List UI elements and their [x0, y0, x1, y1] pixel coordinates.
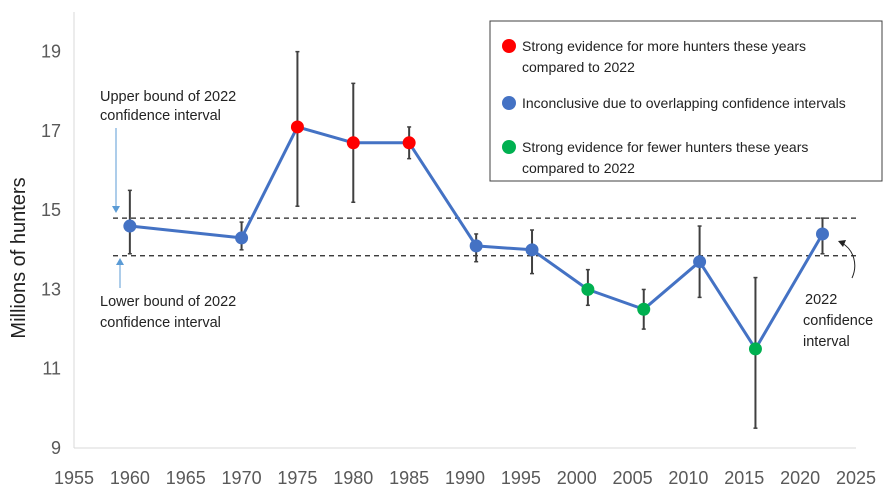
- legend-marker-more: [502, 39, 516, 53]
- legend-label-more-line-2: compared to 2022: [522, 59, 635, 75]
- y-tick-label: 11: [42, 359, 61, 379]
- legend-marker-fewer: [502, 140, 516, 154]
- x-tick-label: 1965: [166, 468, 206, 488]
- legend-label-fewer-line-2: compared to 2022: [522, 160, 635, 176]
- legend-label-inconclusive: Inconclusive due to overlapping confiden…: [522, 95, 846, 111]
- data-point-fewer: [581, 282, 595, 296]
- data-point-inconclusive: [469, 239, 483, 253]
- data-point-inconclusive: [235, 231, 249, 245]
- data-point-more: [402, 136, 416, 150]
- x-tick-label: 1955: [54, 468, 94, 488]
- lower-bound-annotation: Lower bound of 2022 confidence interval: [100, 258, 236, 331]
- x-tick-label: 2020: [780, 468, 820, 488]
- ci-2022-arrow: [841, 242, 856, 279]
- ci-2022-arrowhead: [838, 240, 846, 247]
- y-tick-label: 9: [51, 438, 61, 458]
- series-line: [129, 125, 824, 351]
- y-tick-label: 17: [41, 121, 61, 141]
- legend-box: [489, 20, 883, 182]
- upper-bound-annotation: Upper bound of 2022 confidence interval: [100, 89, 236, 213]
- legend-marker-inconclusive: [502, 96, 516, 110]
- legend: Strong evidence for more hunters these y…: [489, 20, 883, 182]
- lower-bound-label-line-1: Lower bound of 2022: [100, 294, 236, 310]
- data-point-fewer: [748, 342, 762, 356]
- x-tick-label: 1980: [333, 468, 373, 488]
- legend-label-more-line-1: Strong evidence for more hunters these y…: [522, 38, 806, 54]
- lower-bound-arrowhead: [116, 258, 124, 265]
- x-tick-label: 1990: [445, 468, 485, 488]
- x-tick-label: 2015: [724, 468, 764, 488]
- x-tick-label: 2005: [613, 468, 653, 488]
- data-point-inconclusive: [123, 219, 137, 233]
- data-point-fewer: [637, 302, 651, 316]
- y-tick-label: 15: [41, 200, 61, 220]
- ci-2022-label-line-1: 2022: [805, 292, 837, 308]
- data-point-inconclusive: [815, 227, 829, 241]
- data-point-more: [290, 120, 304, 134]
- y-tick-label: 19: [41, 42, 61, 62]
- ci-2022-label-line-2: confidence: [803, 313, 873, 329]
- x-tick-label: 2000: [557, 468, 597, 488]
- data-point-inconclusive: [525, 243, 539, 257]
- upper-bound-arrowhead: [112, 206, 120, 213]
- data-points: [123, 120, 829, 356]
- series-polyline: [129, 125, 824, 351]
- x-tick-label: 1985: [389, 468, 429, 488]
- lower-bound-label-line-2: confidence interval: [100, 315, 221, 331]
- reference-lines: [113, 217, 856, 257]
- ci-2022-annotation: 2022 confidence interval: [803, 240, 873, 350]
- upper-bound-label-line-2: confidence interval: [100, 108, 221, 124]
- x-tick-label: 1995: [501, 468, 541, 488]
- legend-label-fewer-line-1: Strong evidence for fewer hunters these …: [522, 139, 808, 155]
- data-point-more: [346, 136, 360, 150]
- x-tick-label: 1970: [222, 468, 262, 488]
- y-axis-label: Millions of hunters: [8, 177, 30, 338]
- axes: 1955 1960 1965 1970 1975 1980 1985 1990 1995 2000…: [41, 12, 876, 488]
- upper-bound-label-line-1: Upper bound of 2022: [100, 89, 236, 105]
- x-tick-label: 2025: [836, 468, 876, 488]
- x-tick-label: 1975: [277, 468, 317, 488]
- x-tick-label: 2010: [668, 468, 708, 488]
- y-tick-label: 13: [41, 279, 61, 299]
- x-tick-label: 1960: [110, 468, 150, 488]
- data-point-inconclusive: [693, 255, 707, 269]
- ci-2022-label-line-3: interval: [803, 334, 850, 350]
